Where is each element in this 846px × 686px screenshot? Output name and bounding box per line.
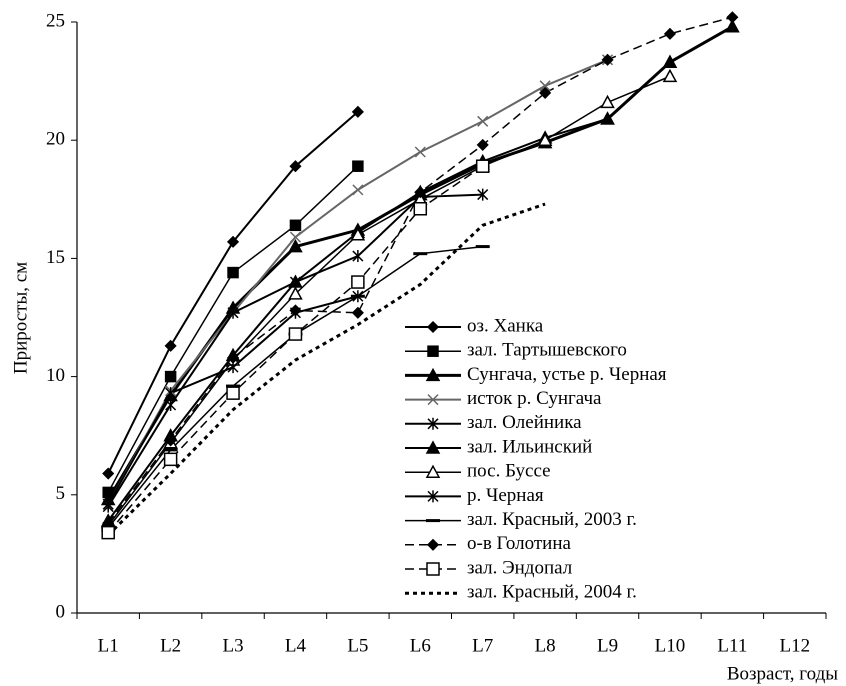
marker [101,525,115,540]
marker [477,115,489,127]
x-tick-label: L1 [98,635,119,656]
marker [227,266,239,279]
legend-label: пос. Буссе [467,461,551,482]
marker [352,250,364,263]
x-tick-label: L11 [717,635,747,656]
x-tick-label: L9 [597,635,618,656]
x-axis-label: Возраст, годы [727,663,838,684]
marker [425,440,441,454]
x-tick-label: L2 [160,635,181,656]
legend-label: зал. Олейника [467,412,582,433]
legend-label: зал. Тартышевского [467,340,627,361]
marker [165,398,177,411]
marker [289,304,302,317]
marker [601,53,614,66]
series-line [107,75,671,526]
marker [351,105,364,118]
marker [537,132,553,146]
marker [600,111,615,125]
marker [226,235,240,248]
legend-label: зал. Эндопал [467,557,573,578]
legend-label: р. Черная [467,485,544,506]
marker [725,19,740,33]
marker [289,231,301,243]
marker [726,11,739,24]
marker [427,394,439,406]
marker [226,386,240,400]
series-line [107,165,359,493]
x-tick-label: L6 [410,635,431,656]
y-tick-label: 10 [46,365,65,386]
marker [351,306,364,319]
marker [413,202,428,216]
marker [227,306,239,319]
marker [600,94,615,109]
marker [425,464,441,478]
marker [539,86,552,99]
series-line [107,202,546,537]
marker [289,160,302,173]
marker [163,452,178,467]
marker [352,160,364,172]
marker [165,387,177,400]
legend-label: исток р. Сунгача [467,388,602,409]
x-tick-label: L4 [285,635,307,656]
y-axis-label: Приросты, см [10,262,31,374]
marker [425,367,441,382]
marker [164,434,177,447]
y-tick-label: 15 [46,247,65,268]
marker [539,80,551,92]
marker [164,339,177,352]
legend-label: о-в Голотина [467,533,571,554]
marker [427,417,439,430]
y-tick-label: 5 [56,483,66,504]
marker [288,327,303,341]
marker [102,498,114,511]
x-tick-label: L12 [779,635,810,656]
marker [662,54,678,68]
marker [288,286,303,300]
legend-label: зал. Красный, 2003 г. [467,509,637,530]
marker [427,490,439,503]
y-tick-label: 0 [56,601,66,622]
marker [164,370,177,383]
marker [427,345,439,357]
legend-label: зал. Красный, 2004 г. [467,582,637,603]
marker [350,227,366,241]
legend-label: оз. Ханка [467,315,544,336]
marker [662,68,678,83]
marker [226,351,240,364]
marker [475,159,490,173]
y-tick-label: 25 [46,10,65,31]
legend-label: зал. Ильинский [467,436,592,457]
legend-label: Сунгача, устье р. Черная [467,364,667,385]
x-tick-label: L8 [535,635,556,656]
x-tick-label: L10 [655,635,686,656]
marker [289,219,302,232]
marker [102,467,115,480]
marker [663,27,677,40]
marker [352,184,364,196]
marker [476,138,489,151]
x-tick-label: L5 [347,635,368,656]
marker [426,562,440,576]
marker [288,239,303,253]
marker [426,538,440,551]
marker [414,186,427,199]
series-line [107,111,359,474]
y-tick-label: 20 [46,129,65,150]
x-tick-label: L3 [222,635,243,656]
legend-box [401,313,701,610]
x-tick-label: L7 [472,635,493,656]
marker [477,188,489,201]
marker [426,320,440,334]
marker [351,275,365,289]
marker [414,146,426,158]
